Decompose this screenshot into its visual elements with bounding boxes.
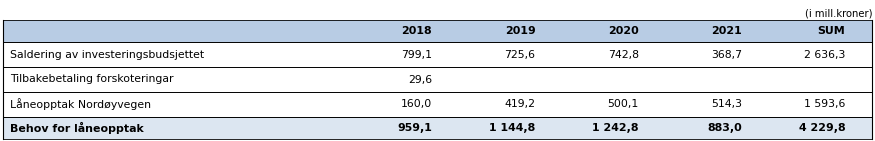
Text: 1 593,6: 1 593,6 [804,100,845,110]
Text: 2020: 2020 [608,26,639,36]
Text: 2021: 2021 [711,26,742,36]
Text: 2 636,3: 2 636,3 [804,49,845,60]
Text: Tilbakebetaling forskoteringar: Tilbakebetaling forskoteringar [10,74,173,84]
Text: 1 242,8: 1 242,8 [592,123,639,133]
Bar [3,92,872,117]
Text: SUM: SUM [817,26,845,36]
Text: 2019: 2019 [505,26,536,36]
Text: 500,1: 500,1 [607,100,639,110]
Text: 160,0: 160,0 [401,100,432,110]
Text: 29,6: 29,6 [408,74,432,84]
Text: Låneopptak Nordøyvegen: Låneopptak Nordøyvegen [10,99,150,110]
Text: 4 229,8: 4 229,8 [799,123,845,133]
Text: (i mill.kroner): (i mill.kroner) [805,8,872,18]
Text: 742,8: 742,8 [608,49,639,60]
Text: 419,2: 419,2 [505,100,536,110]
Text: 1 144,8: 1 144,8 [489,123,536,133]
Text: 514,3: 514,3 [711,100,742,110]
Text: 799,1: 799,1 [402,49,432,60]
Text: 368,7: 368,7 [711,49,742,60]
Text: 959,1: 959,1 [397,123,432,133]
Text: 725,6: 725,6 [505,49,536,60]
Bar [3,42,872,67]
Bar [3,117,872,139]
Bar [3,20,872,42]
Text: 883,0: 883,0 [707,123,742,133]
Text: 2018: 2018 [402,26,432,36]
Bar [3,67,872,92]
Text: Behov for låneopptak: Behov for låneopptak [10,122,144,134]
Text: Saldering av investeringsbudsjettet: Saldering av investeringsbudsjettet [10,49,204,60]
